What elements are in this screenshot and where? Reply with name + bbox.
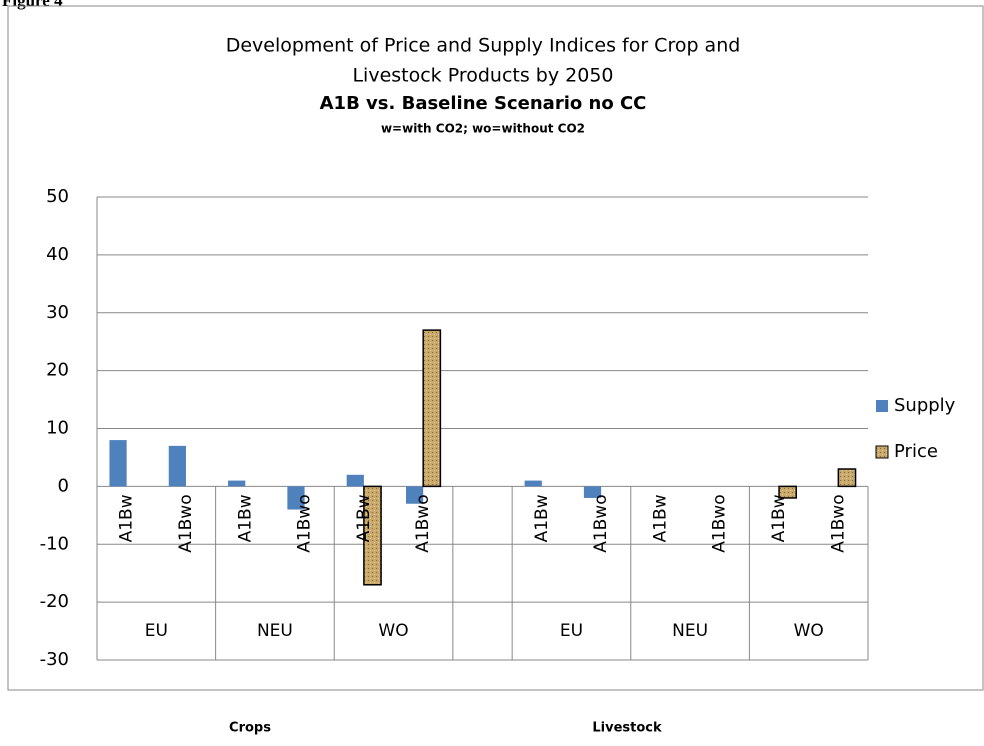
legend-swatch [876,400,888,412]
bar [109,440,127,487]
group-label: WO [378,621,408,641]
y-tick-label: 40 [46,244,69,265]
y-tick-label: 30 [46,302,69,323]
chart-title: Development of Price and Supply Indices … [226,35,741,57]
x-tick-label: A1Bwo [413,494,433,552]
y-tick-label: -30 [40,649,69,670]
group-label: WO [794,621,824,641]
bar [405,486,424,504]
bar [422,329,442,488]
section-label: Crops [229,721,271,736]
chart-frame [7,5,984,691]
chart-title: A1B vs. Baseline Scenario no CC [320,93,647,114]
chart-subtitle: w=with CO2; wo=without CO2 [381,122,585,136]
bar [524,480,542,487]
bar [778,485,797,499]
bar [583,486,602,498]
x-tick-label: A1Bwo [176,494,196,552]
group-label: EU [560,621,583,641]
legend-swatch [875,445,889,459]
figure-label: Figure 4 [2,0,63,10]
x-tick-label: A1Bwo [710,494,730,552]
group-label: NEU [257,621,293,641]
x-tick-label: A1Bwo [828,494,848,552]
x-tick-label: A1Bw [117,494,137,542]
y-tick-label: -10 [40,533,69,554]
bar [287,486,305,510]
bar [228,480,246,487]
x-tick-label: A1Bw [769,494,789,542]
x-tick-label: A1Bw [532,494,552,542]
group-label: EU [145,621,168,641]
x-tick-label: A1Bwo [295,494,315,552]
chart-title: Livestock Products by 2050 [352,65,613,87]
y-tick-label: 10 [46,418,69,439]
legend-label: Price [894,441,938,462]
bar [837,468,857,488]
y-tick-label: 20 [46,360,69,381]
section-label: Livestock [592,721,662,736]
x-tick-label: A1Bw [650,494,670,542]
x-tick-label: A1Bwo [591,494,611,552]
x-tick-label: A1Bw [235,494,255,542]
legend-label: Supply [894,395,956,416]
y-tick-label: -20 [40,591,69,612]
group-label: NEU [672,621,708,641]
bar [346,474,364,487]
y-tick-label: 0 [58,475,69,496]
y-tick-label: 50 [46,186,69,207]
x-tick-label: A1Bw [354,494,374,542]
bar [168,445,186,487]
bar [363,485,382,586]
